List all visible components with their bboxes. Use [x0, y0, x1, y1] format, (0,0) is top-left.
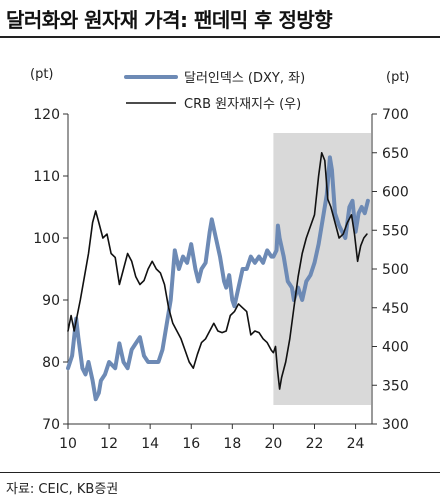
x-tick-label: 22	[306, 436, 324, 452]
source-rule	[0, 472, 440, 473]
title-rule	[0, 36, 440, 38]
x-tick-label: 12	[100, 436, 118, 452]
x-tick-label: 10	[59, 436, 77, 452]
x-tick-label: 24	[347, 436, 365, 452]
right-tick-label: 300	[382, 417, 409, 433]
left-tick-label: 110	[33, 169, 60, 185]
left-tick-label: 70	[42, 417, 60, 433]
chart-svg: (pt) (pt) 70 80 90 100 110 120 300 350 400 450 500 55…	[30, 67, 410, 452]
x-tick-label: 16	[182, 436, 200, 452]
left-tick-label: 90	[42, 293, 60, 309]
right-axis-unit: (pt)	[386, 70, 410, 85]
x-tick-label: 18	[223, 436, 241, 452]
right-tick-label: 700	[382, 107, 409, 123]
x-tick-label: 14	[141, 436, 159, 452]
series-line-crb	[67, 152, 368, 390]
right-tick-label: 400	[382, 340, 409, 356]
x-tick-label: 20	[264, 436, 282, 452]
legend-label-crb: CRB 원자재지수 (우)	[184, 97, 301, 112]
legend-label-dxy: 달러인덱스 (DXY, 좌)	[184, 71, 305, 86]
right-tick-label: 600	[382, 185, 409, 201]
chart-title: 달러화와 원자재 가격: 팬데믹 후 정방향	[6, 8, 333, 32]
right-tick-label: 550	[382, 223, 409, 239]
left-tick-label: 120	[33, 107, 60, 123]
highlight-region	[273, 133, 371, 405]
right-tick-label: 350	[382, 378, 409, 394]
left-tick-label: 100	[33, 231, 60, 247]
source-note: 자료: CEIC, KB증권	[6, 482, 119, 497]
series-line-dxy	[66, 155, 370, 402]
right-tick-label: 500	[382, 262, 409, 278]
right-tick-label: 450	[382, 301, 409, 317]
right-tick-label: 650	[382, 146, 409, 162]
left-tick-label: 80	[42, 355, 60, 371]
left-axis-unit: (pt)	[30, 67, 54, 82]
